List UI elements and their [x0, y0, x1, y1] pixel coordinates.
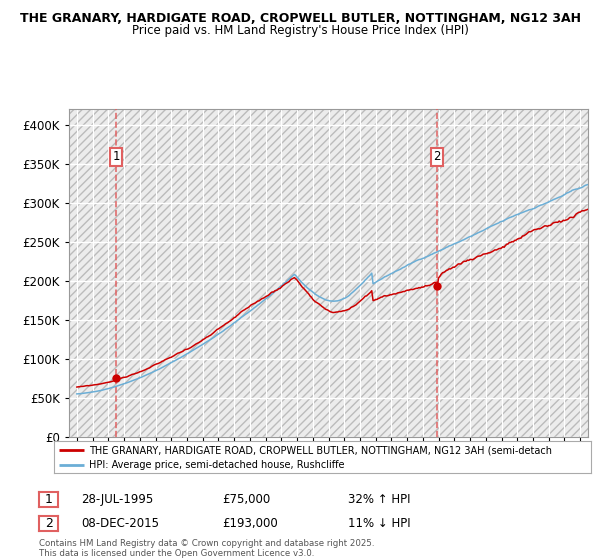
Text: THE GRANARY, HARDIGATE ROAD, CROPWELL BUTLER, NOTTINGHAM, NG12 3AH: THE GRANARY, HARDIGATE ROAD, CROPWELL BU…	[19, 12, 581, 25]
Text: HPI: Average price, semi-detached house, Rushcliffe: HPI: Average price, semi-detached house,…	[89, 460, 344, 470]
Text: £75,000: £75,000	[222, 493, 270, 506]
Text: 1: 1	[44, 493, 53, 506]
Text: 32% ↑ HPI: 32% ↑ HPI	[348, 493, 410, 506]
Text: 1: 1	[112, 150, 120, 163]
Text: 28-JUL-1995: 28-JUL-1995	[81, 493, 153, 506]
Text: £193,000: £193,000	[222, 517, 278, 530]
Text: 11% ↓ HPI: 11% ↓ HPI	[348, 517, 410, 530]
Text: 08-DEC-2015: 08-DEC-2015	[81, 517, 159, 530]
Text: Price paid vs. HM Land Registry's House Price Index (HPI): Price paid vs. HM Land Registry's House …	[131, 24, 469, 36]
Text: THE GRANARY, HARDIGATE ROAD, CROPWELL BUTLER, NOTTINGHAM, NG12 3AH (semi-detach: THE GRANARY, HARDIGATE ROAD, CROPWELL BU…	[89, 445, 552, 455]
Text: 2: 2	[44, 517, 53, 530]
Text: 2: 2	[434, 150, 441, 163]
Text: Contains HM Land Registry data © Crown copyright and database right 2025.
This d: Contains HM Land Registry data © Crown c…	[39, 539, 374, 558]
